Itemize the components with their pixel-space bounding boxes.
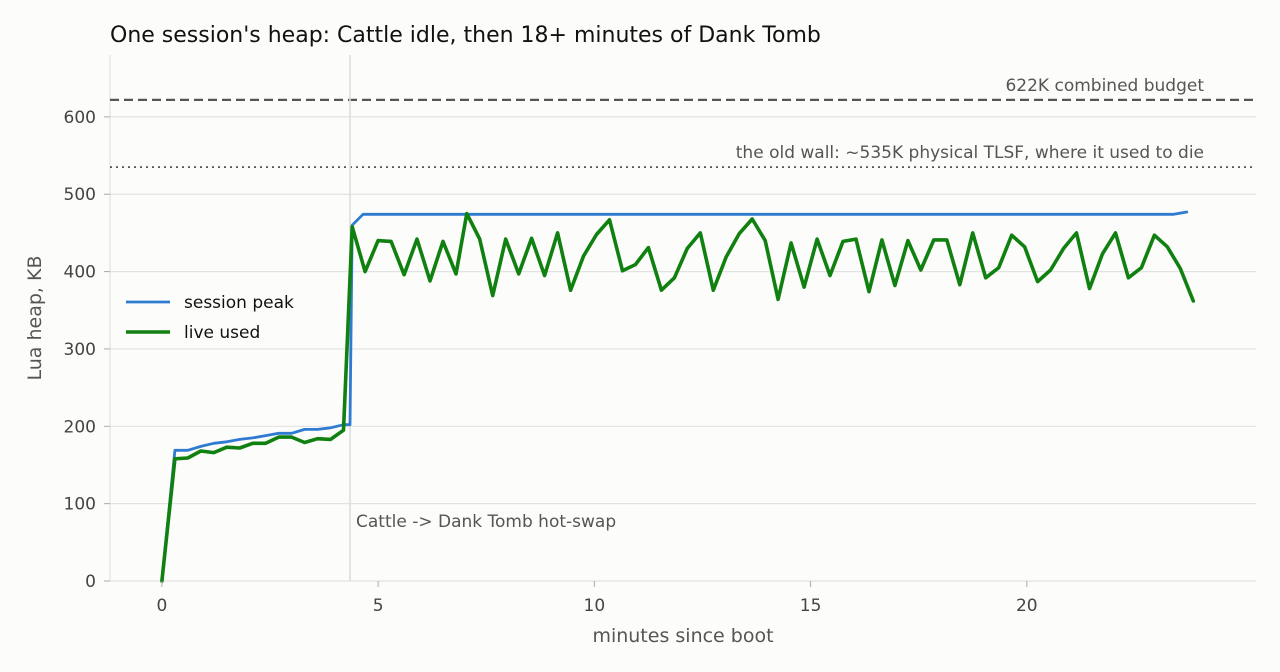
y-tick-label: 0 bbox=[85, 572, 96, 592]
y-tick-label: 400 bbox=[64, 263, 96, 283]
reference-line-label: 622K combined budget bbox=[1005, 76, 1204, 96]
x-tick-label: 20 bbox=[1016, 596, 1038, 616]
legend: session peak live used bbox=[126, 293, 294, 343]
event-label: Cattle -> Dank Tomb hot-swap bbox=[356, 512, 616, 532]
x-tick-label: 0 bbox=[156, 596, 167, 616]
y-tick-label: 100 bbox=[64, 495, 96, 515]
y-tick-label: 600 bbox=[64, 108, 96, 128]
y-tick-label: 500 bbox=[64, 185, 96, 205]
x-axis-label: minutes since boot bbox=[592, 625, 773, 647]
x-tick-label: 10 bbox=[584, 596, 606, 616]
y-tick-label: 200 bbox=[64, 417, 96, 437]
x-tick-labels: 0 5 10 15 20 bbox=[156, 581, 1038, 616]
y-tick-labels: 0 100 200 300 400 500 600 bbox=[64, 108, 110, 592]
series-line-live-used bbox=[160, 211, 1196, 583]
y-axis-label: Lua heap, KB bbox=[24, 256, 46, 381]
legend-label: session peak bbox=[184, 293, 294, 313]
x-tick-label: 5 bbox=[373, 596, 384, 616]
y-tick-label: 300 bbox=[64, 340, 96, 360]
reference-lines: 622K combined budget the old wall: ~535K … bbox=[110, 76, 1256, 169]
legend-label: live used bbox=[184, 323, 260, 343]
chart-title: One session's heap: Cattle idle, then 18… bbox=[110, 23, 821, 48]
gridlines bbox=[110, 116, 1256, 582]
event-marker: Cattle -> Dank Tomb hot-swap bbox=[349, 55, 616, 581]
reference-line-label: the old wall: ~535K physical TLSF, where… bbox=[736, 143, 1204, 163]
x-tick-label: 15 bbox=[800, 596, 822, 616]
series-lines bbox=[160, 210, 1196, 583]
